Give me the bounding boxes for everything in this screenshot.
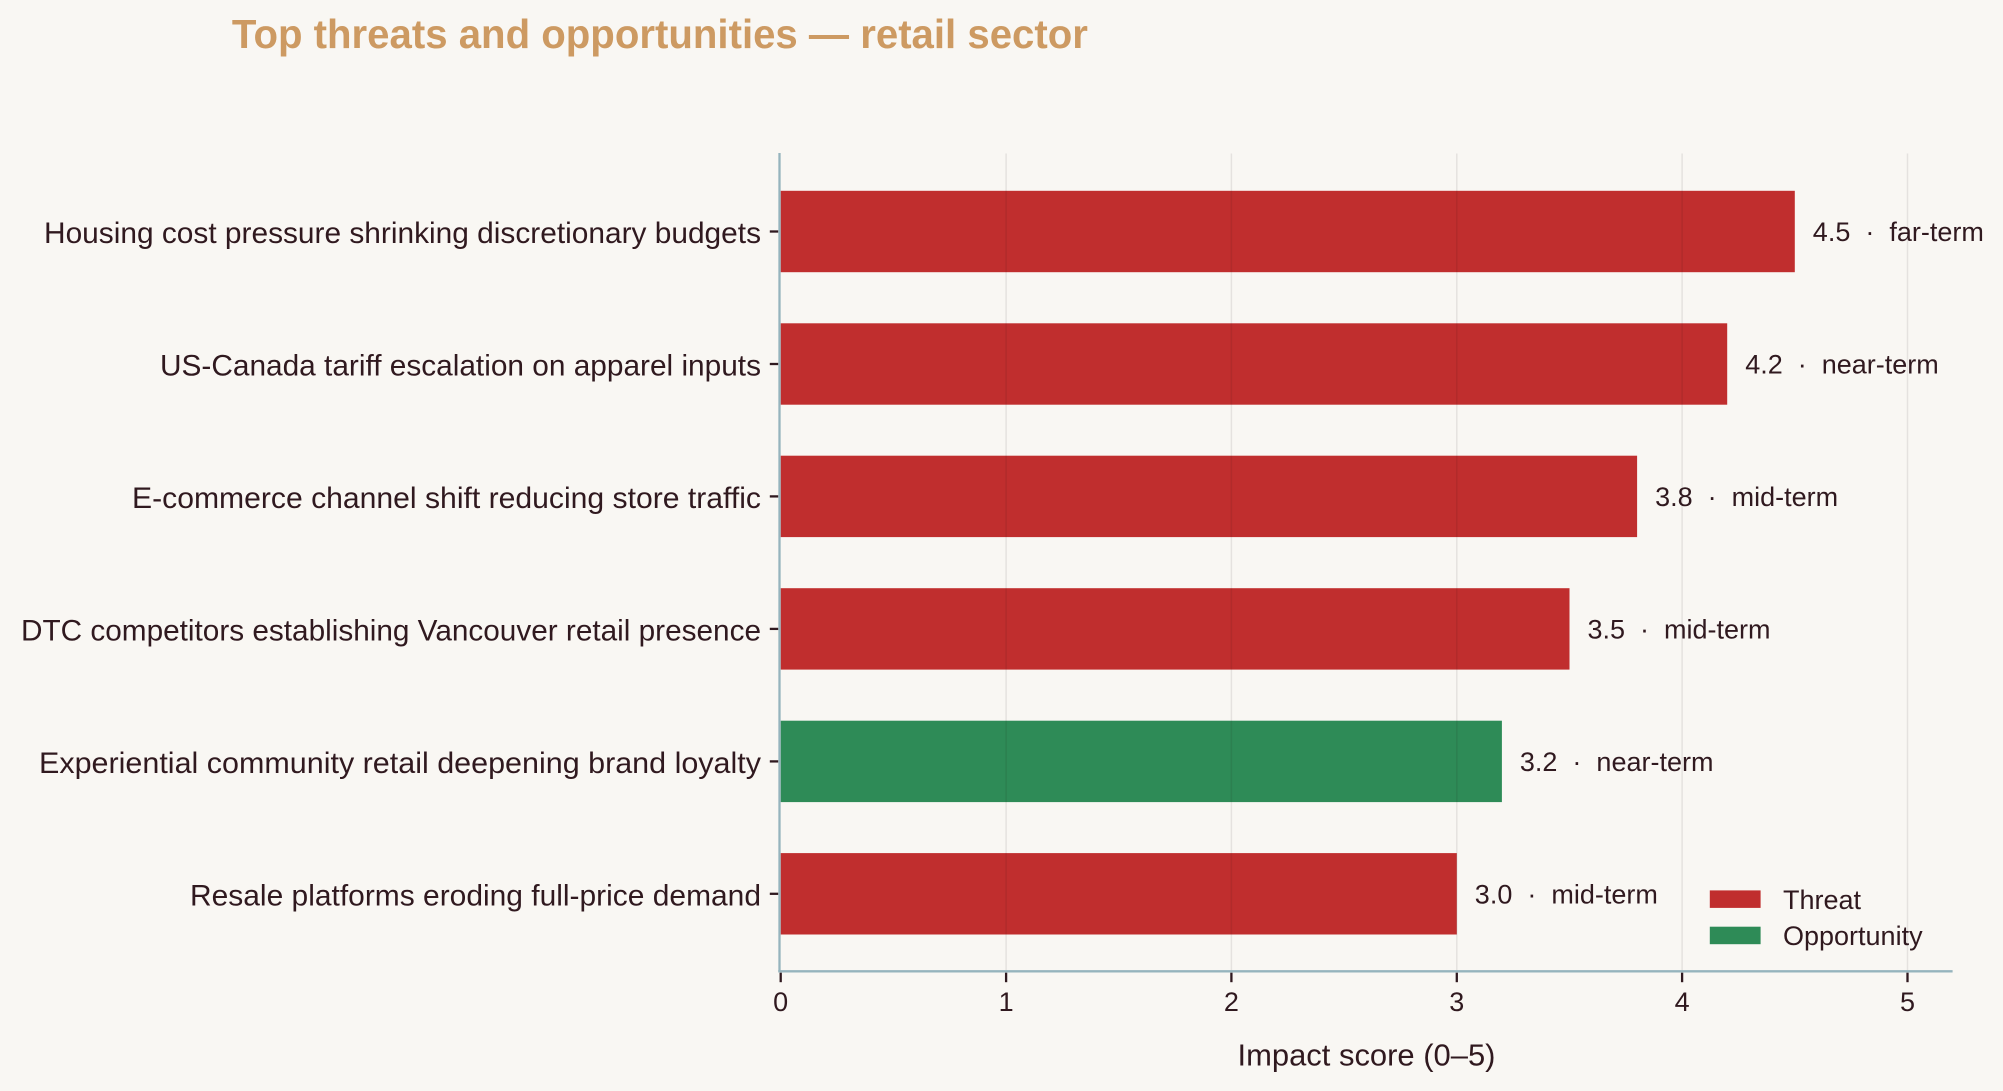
svg-text:DTC competitors establishing V: DTC competitors establishing Vancouver r… <box>21 615 761 647</box>
svg-text:Housing cost pressure shrinkin: Housing cost pressure shrinking discreti… <box>44 218 761 250</box>
svg-text:3.5 · mid-term: 3.5 · mid-term <box>1588 614 1771 644</box>
svg-text:Threat: Threat <box>1783 885 1862 915</box>
svg-text:0: 0 <box>773 987 788 1017</box>
svg-text:Top threats and opportunities: Top threats and opportunities — retail s… <box>232 11 1088 57</box>
svg-text:Experiential community retail: Experiential community retail deepening … <box>39 748 761 780</box>
svg-text:4.5 · far-term: 4.5 · far-term <box>1813 217 1984 247</box>
svg-text:3: 3 <box>1449 987 1464 1017</box>
svg-text:Opportunity: Opportunity <box>1783 921 1923 951</box>
svg-text:E-commerce channel shift reduc: E-commerce channel shift reducing store … <box>132 483 761 515</box>
svg-text:5: 5 <box>1900 987 1915 1017</box>
svg-text:Resale platforms eroding full-: Resale platforms eroding full-price dema… <box>190 880 761 912</box>
svg-text:Impact score (0–5): Impact score (0–5) <box>1238 1037 1496 1072</box>
svg-text:US-Canada tariff escalation on: US-Canada tariff escalation on apparel i… <box>160 351 761 383</box>
svg-text:2: 2 <box>1224 987 1239 1017</box>
svg-text:3.2 · near-term: 3.2 · near-term <box>1520 747 1714 777</box>
svg-text:3.0 · mid-term: 3.0 · mid-term <box>1475 879 1658 909</box>
svg-text:3.8 · mid-term: 3.8 · mid-term <box>1655 482 1838 512</box>
svg-text:1: 1 <box>999 987 1014 1017</box>
svg-text:4.2 · near-term: 4.2 · near-term <box>1745 350 1939 380</box>
svg-text:4: 4 <box>1675 987 1690 1017</box>
